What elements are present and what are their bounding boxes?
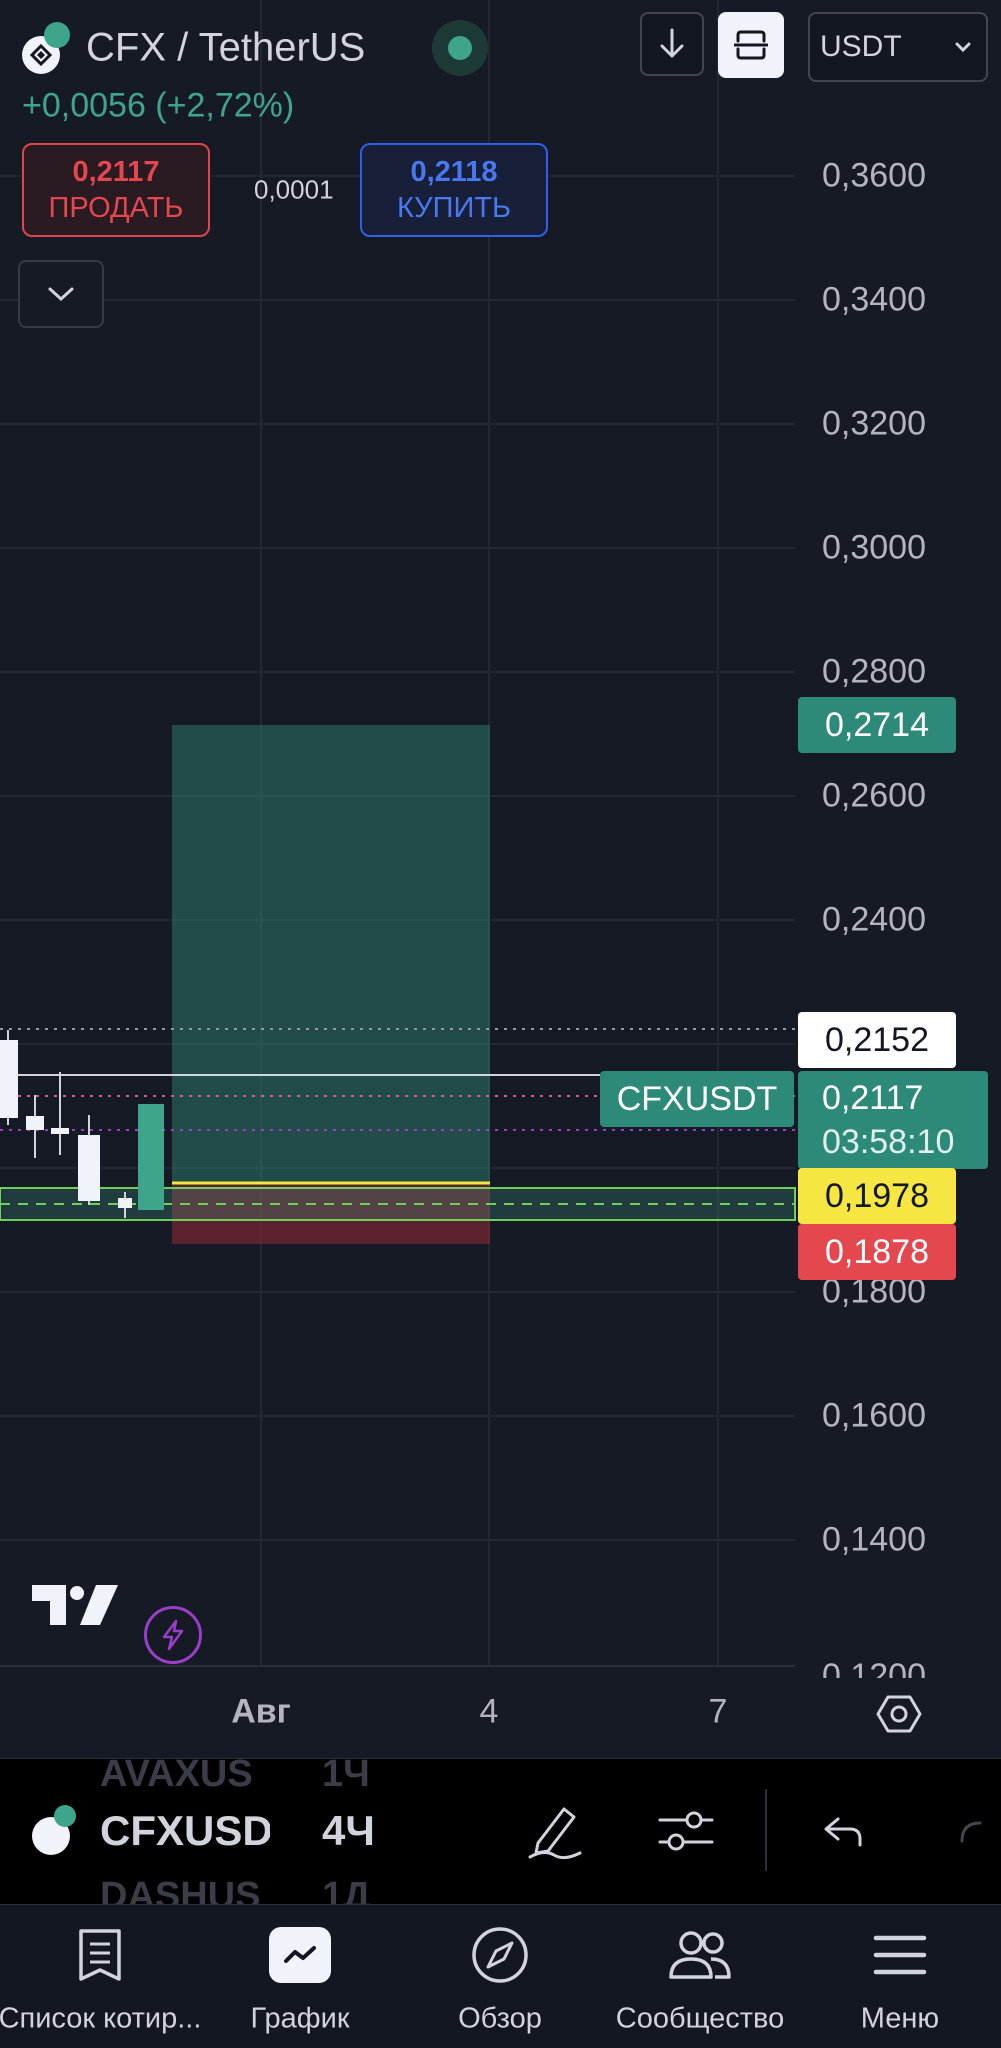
timeframe-ghost-below: 1Д <box>322 1875 371 1904</box>
nav-item-menu[interactable]: Меню <box>800 1905 1000 2048</box>
drawing-tool-button[interactable] <box>518 1795 590 1867</box>
market-status-indicator[interactable] <box>432 20 488 76</box>
stop-zone <box>172 1183 490 1244</box>
nav-item-watchlist[interactable]: Список котир... <box>0 1905 202 2048</box>
candle <box>26 1116 44 1130</box>
candles <box>0 1030 164 1218</box>
redo-icon[interactable] <box>960 1817 984 1847</box>
bottom-navigation: Список котир... График Обзор Сообщество … <box>0 1904 1001 2048</box>
price-axis-label: 0,3000 <box>822 528 926 567</box>
price-axis-label: 0,3600 <box>822 156 926 195</box>
menu-icon <box>873 1935 927 1975</box>
bar-countdown: 03:58:10 <box>822 1123 955 1161</box>
buy-button[interactable]: 0,2118 КУПИТЬ <box>360 143 548 237</box>
flash-button[interactable] <box>144 1606 202 1664</box>
price-axis-label: 0,1400 <box>822 1520 926 1559</box>
arrow-down-icon <box>660 28 684 58</box>
current-price: 0,2117 <box>822 1079 924 1117</box>
chart-toolbar: AVAXUS 1Ч DASHUS 1Д CFXUSDT 4Ч <box>0 1758 1001 1904</box>
fullscreen-button[interactable] <box>718 12 784 78</box>
nav-label: Сообщество <box>615 2002 785 2035</box>
nav-item-overview[interactable]: Обзор <box>400 1905 600 2048</box>
stop-price-tag: 0,1878 <box>798 1224 956 1280</box>
ticker-ghost-below: DASHUS <box>100 1875 261 1904</box>
gem-icon <box>54 1805 76 1827</box>
sell-price: 0,2117 <box>72 156 160 188</box>
sell-button[interactable]: 0,2117 ПРОДАТЬ <box>22 143 210 237</box>
undo-button[interactable] <box>808 1795 880 1867</box>
chart-icon <box>269 1927 331 1983</box>
symbol-price-tag: CFXUSDT <box>600 1071 794 1127</box>
spread-value: 0,0001 <box>254 174 334 205</box>
gem-icon <box>44 22 70 48</box>
candle <box>0 1040 18 1118</box>
currency-select[interactable]: USDT <box>808 12 988 82</box>
list-icon <box>79 1929 121 1981</box>
candle <box>78 1135 100 1201</box>
undo-icon <box>824 1817 862 1847</box>
price-axis-label: 0,1600 <box>822 1396 926 1435</box>
ticker-ghost-above: AVAXUS <box>100 1758 253 1795</box>
nav-item-community[interactable]: Сообщество <box>600 1905 800 2048</box>
candle <box>51 1128 69 1134</box>
collapse-button[interactable] <box>18 260 104 328</box>
timeframe-selector[interactable]: 4Ч <box>322 1807 375 1854</box>
timeframe-ghost-above: 1Ч <box>322 1758 370 1795</box>
high-price-tag: 0,2152 <box>798 1012 956 1068</box>
buy-label: КУПИТЬ <box>396 192 512 224</box>
community-icon <box>669 1931 731 1979</box>
toolbar-divider <box>765 1789 767 1871</box>
compass-icon <box>472 1927 528 1983</box>
buy-price: 0,2118 <box>410 156 498 188</box>
tradingview-logo <box>32 1585 118 1625</box>
current-price-tag: 0,2117 03:58:10 <box>798 1071 988 1169</box>
price-axis-label: 0,2600 <box>822 776 926 815</box>
price-axis-label: 0,3400 <box>822 280 926 319</box>
target-price-tag: 0,2714 <box>798 697 956 753</box>
time-axis-label: 4 <box>479 1692 499 1731</box>
chevron-down-icon <box>955 42 971 53</box>
download-button[interactable] <box>640 12 704 76</box>
candle <box>118 1198 132 1208</box>
entry-price-tag: 0,1978 <box>798 1168 956 1224</box>
price-axis-label: 0,1200 <box>822 1658 926 1678</box>
time-axis-label: Авг <box>231 1692 291 1731</box>
chart-canvas[interactable] <box>0 0 1001 1758</box>
pencil-icon <box>528 1807 582 1860</box>
sliders-icon <box>658 1811 714 1851</box>
candle <box>138 1104 164 1210</box>
fullscreen-icon <box>734 30 768 60</box>
settings-icon[interactable] <box>876 1694 922 1734</box>
chart-area[interactable]: 0,3600 0,3400 0,3200 0,3000 0,2800 0,260… <box>0 0 1001 1758</box>
symbol-title[interactable]: CFX / TetherUS <box>86 25 366 70</box>
status-dot-icon <box>448 36 472 60</box>
indicators-button[interactable] <box>650 1795 722 1867</box>
ticker-selector[interactable]: CFXUSDT <box>100 1807 270 1854</box>
target-zone <box>172 725 490 1183</box>
nav-label: Меню <box>860 2002 940 2035</box>
nav-label: Обзор <box>458 2002 542 2035</box>
chevron-down-icon <box>48 287 74 302</box>
price-change: +0,0056 (+2,72%) <box>22 86 295 125</box>
lightning-icon <box>162 1619 184 1651</box>
price-axis-label: 0,2400 <box>822 900 926 939</box>
nav-label: Список котир... <box>0 2002 202 2035</box>
time-axis-label: 7 <box>708 1692 728 1731</box>
price-axis-label: 0,3200 <box>822 404 926 443</box>
sell-label: ПРОДАТЬ <box>48 192 184 224</box>
currency-value: USDT <box>820 30 902 63</box>
nav-label: График <box>250 2002 350 2035</box>
price-axis-label: 0,2800 <box>822 652 926 691</box>
nav-item-chart[interactable]: График <box>200 1905 400 2048</box>
